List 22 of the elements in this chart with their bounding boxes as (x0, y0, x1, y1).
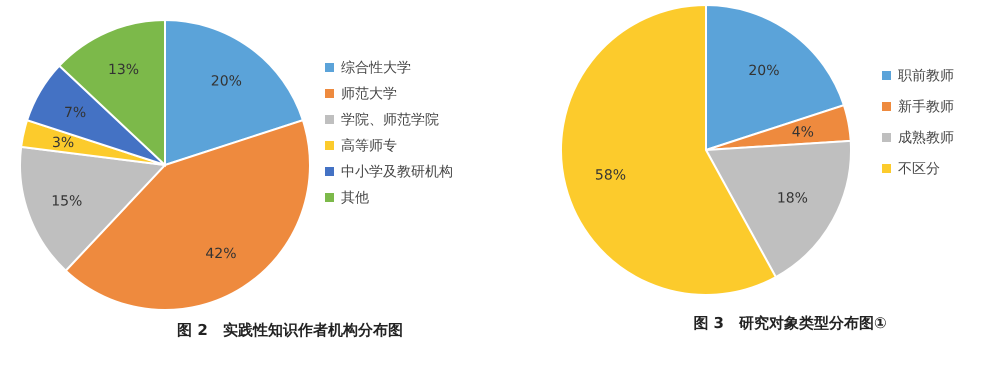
text: 图 2 实践性知识作者机构分布图 (177, 321, 403, 339)
data-label: 15% (51, 193, 82, 210)
legend-label: 新手教师 (898, 99, 954, 115)
data-label: 13% (108, 62, 140, 78)
data-label: 58% (594, 168, 626, 184)
legend-label: 职前教师 (898, 68, 954, 84)
legend-label: 成熟教师 (898, 130, 954, 146)
legend-label: 高等师专 (341, 138, 397, 154)
legend-label: 不区分 (898, 161, 940, 177)
data-label: 18% (776, 190, 808, 206)
data-label: 4% (792, 124, 814, 141)
data-label: 20% (748, 63, 780, 80)
data-label: 20% (210, 74, 242, 90)
legend-label: 其他 (341, 190, 369, 206)
text: 图 3 研究对象类型分布图① (693, 314, 887, 332)
data-label: 42% (205, 246, 237, 262)
data-label: 7% (64, 104, 86, 121)
legend-label: 学院、师范学院 (341, 112, 439, 128)
legend-label: 中小学及教研机构 (341, 164, 453, 180)
legend-label: 师范大学 (341, 86, 397, 102)
legend-label: 综合性大学 (341, 60, 411, 76)
data-label: 3% (52, 135, 74, 152)
